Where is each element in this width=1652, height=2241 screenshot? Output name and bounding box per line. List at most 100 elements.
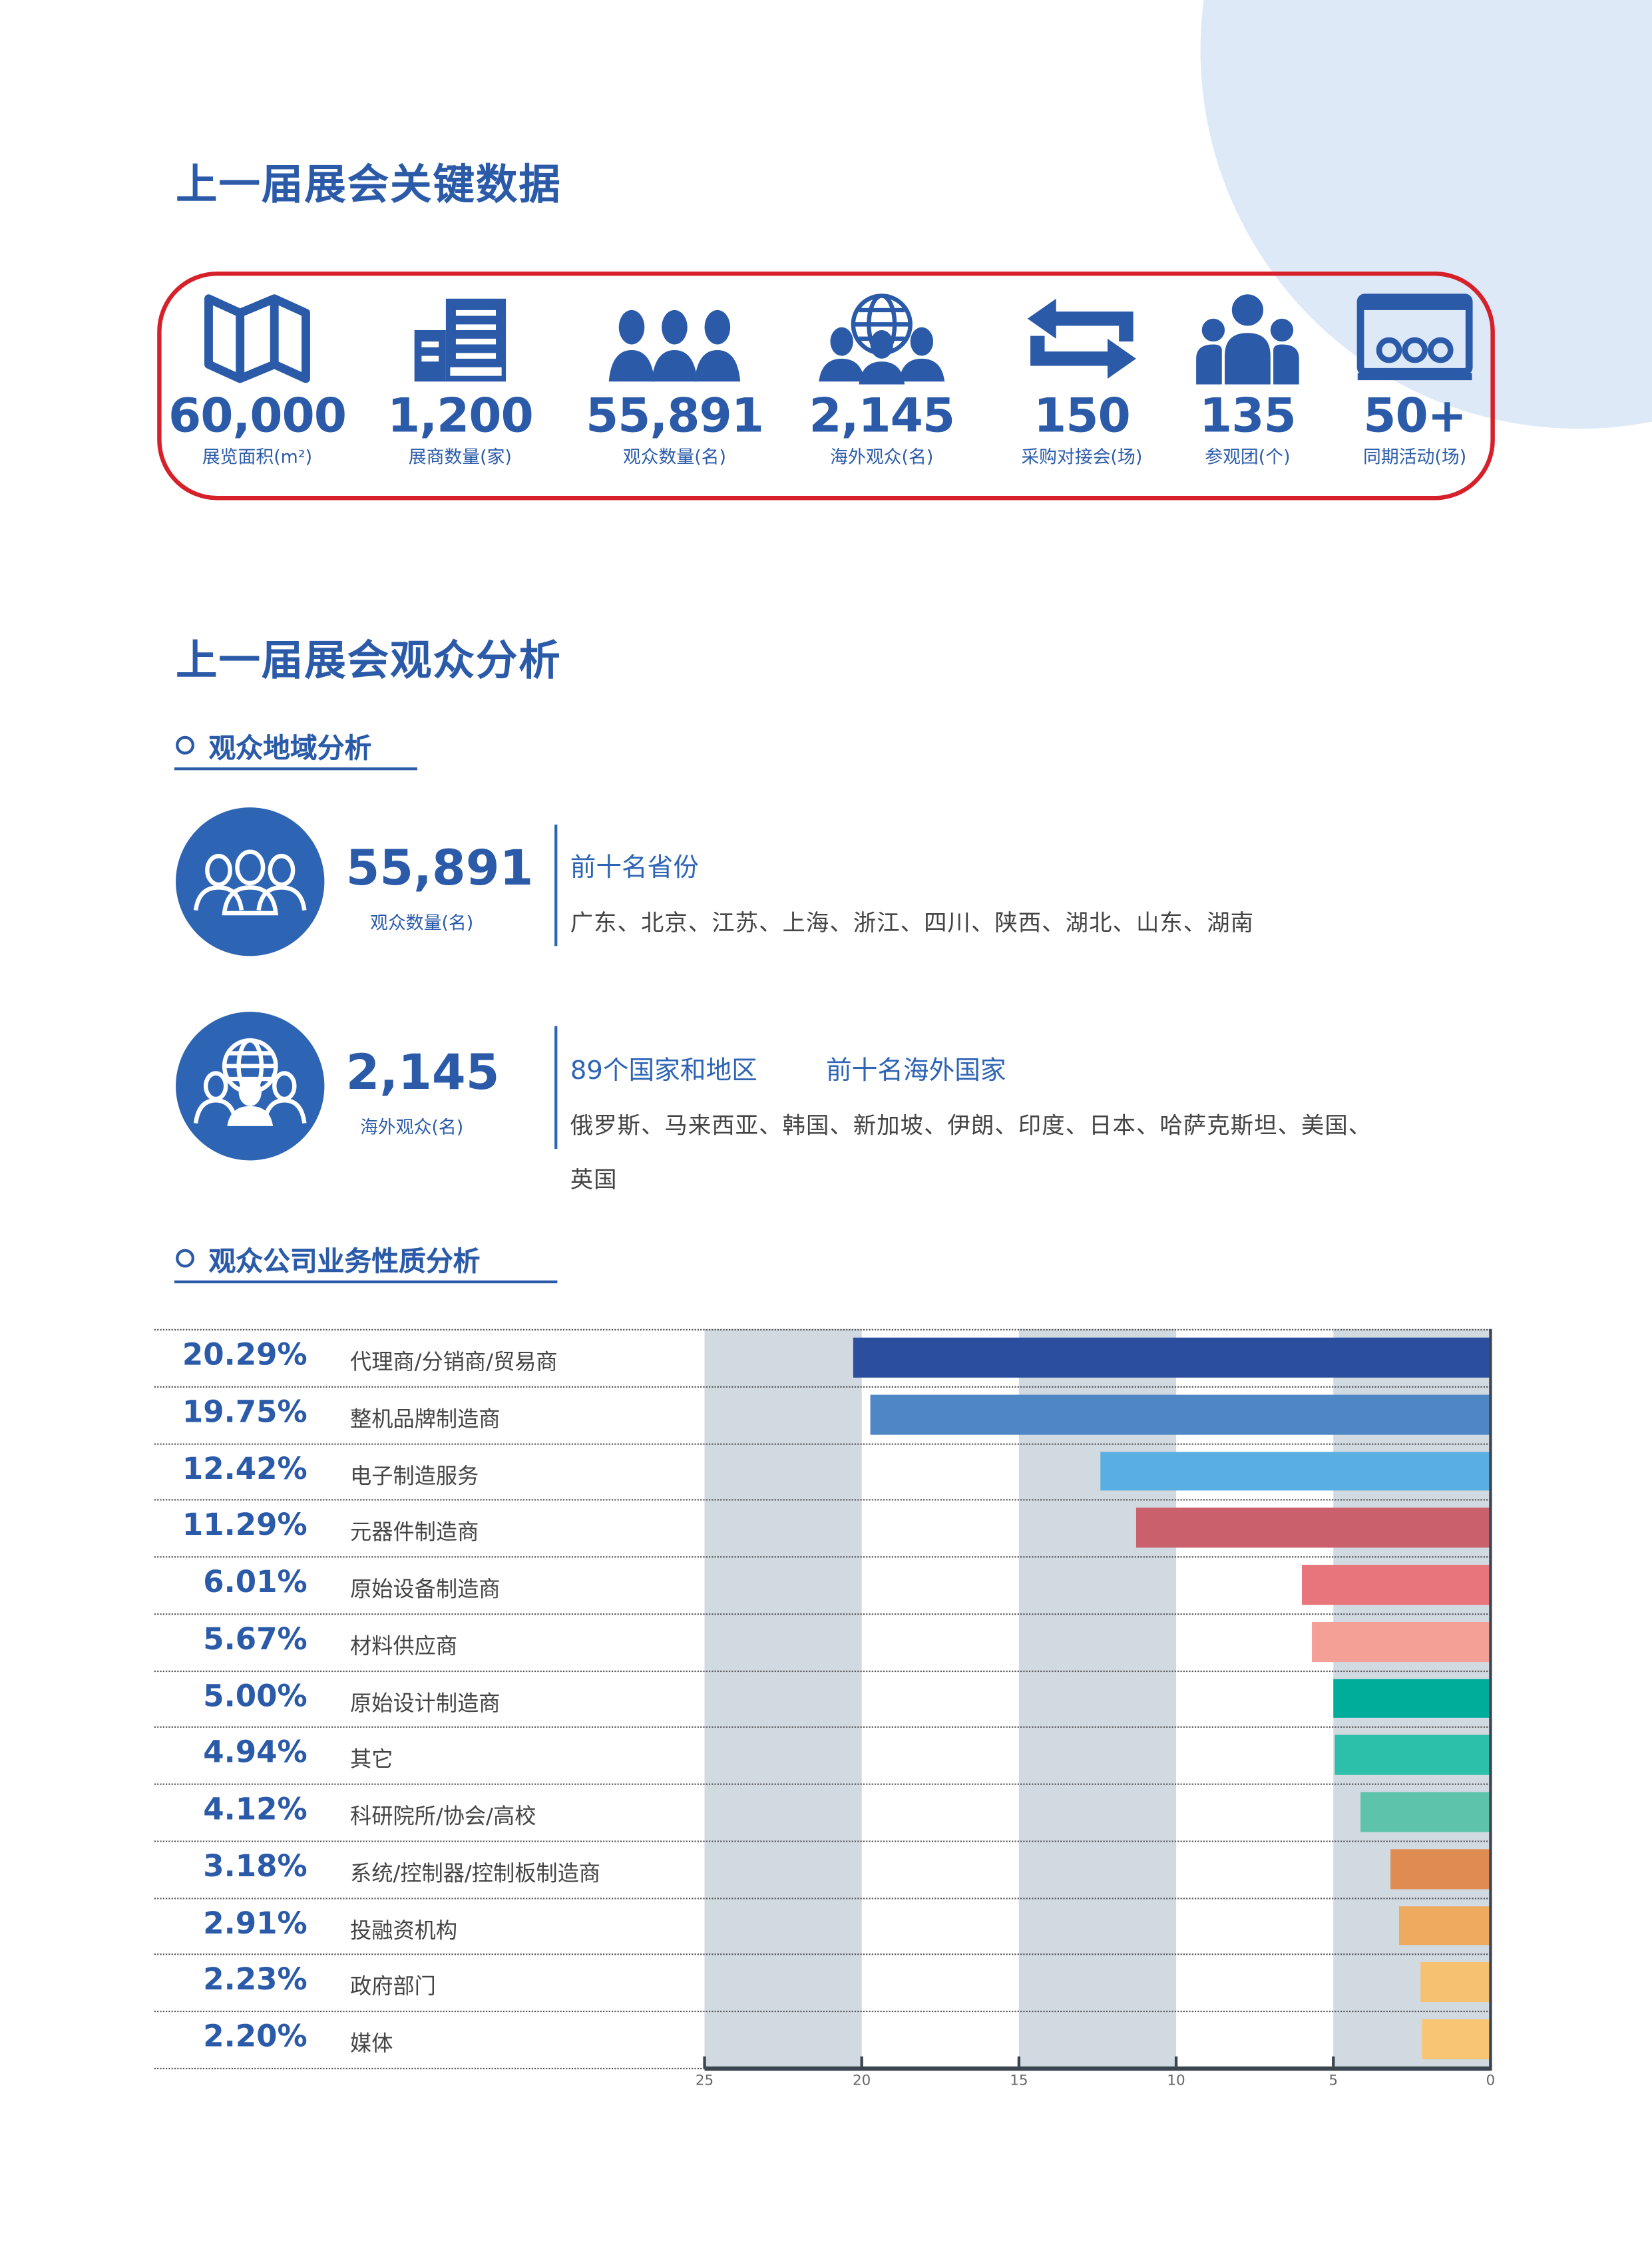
overseas-circle <box>176 1012 325 1161</box>
row-separator <box>154 1727 1491 1729</box>
x-tick-label: 10 <box>1167 2073 1185 2089</box>
bar <box>1333 1678 1491 1719</box>
people-group-icon <box>193 849 307 916</box>
stat-value: 150 <box>1033 387 1131 443</box>
bar <box>1420 1962 1491 2003</box>
category-label: 政府部门 <box>350 1973 436 2000</box>
map-icon <box>204 294 310 383</box>
category-label: 科研院所/协会/高校 <box>350 1803 536 1830</box>
visitors-count: 55,891 <box>345 840 534 898</box>
top-provinces-list: 广东、北京、江苏、上海、浙江、四川、陕西、湖北、山东、湖南 <box>570 909 1255 936</box>
row-separator <box>154 1953 1491 1955</box>
region-subtitle: 观众地域分析 <box>176 727 371 766</box>
x-tick-label: 5 <box>1329 2073 1339 2089</box>
business-subtitle-text: 观众公司业务性质分析 <box>208 1246 481 1278</box>
percent-label: 6.01% <box>203 1565 308 1599</box>
row-separator <box>154 1613 1491 1615</box>
stat-label: 海外观众(名) <box>830 445 934 468</box>
stat-label: 观众数量(名) <box>622 445 726 468</box>
row-separator <box>154 1442 1491 1444</box>
top-countries-list-cont: 英国 <box>570 1166 618 1193</box>
x-tick-label: 25 <box>695 2073 714 2089</box>
subtitle-underline <box>174 767 417 771</box>
category-label: 原始设计制造商 <box>350 1689 501 1716</box>
business-subtitle: 观众公司业务性质分析 <box>176 1241 480 1279</box>
stat-overseas: 2,145 海外观众(名) <box>781 293 982 470</box>
x-tick-mark <box>703 2056 706 2068</box>
region-subtitle-text: 观众地域分析 <box>208 733 372 765</box>
row-separator <box>154 1840 1491 1842</box>
row-separator <box>154 2067 705 2069</box>
delegation-icon <box>1196 294 1299 385</box>
stat-label: 参观团(个) <box>1205 445 1291 468</box>
stat-value: 135 <box>1199 387 1297 443</box>
exchange-arrows-icon <box>1027 298 1136 379</box>
stat-visitors: 55,891 观众数量(名) <box>574 293 775 470</box>
percent-label: 3.18% <box>203 1848 308 1884</box>
bar <box>1312 1621 1491 1662</box>
divider-line <box>554 1026 558 1149</box>
row-separator <box>154 1556 1491 1558</box>
key-data-title: 上一届展会关键数据 <box>176 160 562 209</box>
bar <box>1398 1906 1491 1945</box>
stat-value: 50+ <box>1363 387 1467 443</box>
bar <box>852 1337 1491 1378</box>
row-separator <box>154 1328 1491 1330</box>
category-label: 投融资机构 <box>350 1917 458 1943</box>
category-label: 整机品牌制造商 <box>350 1406 501 1432</box>
x-tick-mark <box>1174 2056 1178 2068</box>
ring-bullet-icon <box>176 1249 195 1268</box>
presentation-audience-icon <box>1356 294 1473 381</box>
countries-count-heading: 89个国家和地区 <box>570 1056 757 1086</box>
percent-label: 2.91% <box>203 1906 308 1940</box>
stat-exhibitors: 1,200 展商数量(家) <box>360 293 560 470</box>
category-label: 元器件制造商 <box>350 1519 479 1545</box>
percent-label: 4.12% <box>203 1792 308 1826</box>
x-tick-mark <box>1017 2056 1021 2068</box>
visitors-circle <box>176 807 325 956</box>
row-separator <box>154 1897 1491 1899</box>
stat-matchmaking: 150 采购对接会(场) <box>982 293 1182 470</box>
globe-people-icon <box>193 1038 307 1126</box>
x-axis-line <box>704 2066 1492 2071</box>
category-label: 电子制造服务 <box>350 1462 479 1489</box>
x-tick-label: 0 <box>1486 2073 1496 2089</box>
y-axis-line <box>1489 1328 1492 2068</box>
stat-delegations: 135 参观团(个) <box>1147 293 1348 470</box>
x-tick-mark <box>1489 2056 1492 2068</box>
percent-label: 2.20% <box>203 2019 308 2054</box>
overseas-label: 海外观众(名) <box>360 1116 464 1138</box>
percent-label: 2.23% <box>203 1962 308 1997</box>
category-label: 系统/控制器/控制板制造商 <box>350 1860 601 1886</box>
building-icon <box>414 298 507 382</box>
row-separator <box>154 2010 1491 2013</box>
audience-analysis-title: 上一届展会观众分析 <box>176 636 562 685</box>
percent-label: 4.94% <box>203 1735 308 1770</box>
top-provinces-heading: 前十名省份 <box>570 853 699 883</box>
bar <box>1390 1848 1491 1889</box>
category-label: 原始设备制造商 <box>350 1576 501 1602</box>
stat-events: 50+ 同期活动(场) <box>1315 293 1515 470</box>
visitors-label: 观众数量(名) <box>370 911 474 934</box>
stat-value: 55,891 <box>585 387 764 443</box>
x-tick-label: 15 <box>1010 2073 1028 2089</box>
overseas-count: 2,145 <box>345 1044 500 1102</box>
x-tick-mark <box>1332 2056 1335 2068</box>
key-stats-box <box>157 271 1495 501</box>
bar <box>1301 1565 1491 1605</box>
row-separator <box>154 1783 1491 1785</box>
grid-band <box>704 1328 862 2068</box>
row-separator <box>154 1386 1491 1388</box>
grid-band <box>1018 1328 1177 2068</box>
percent-label: 5.67% <box>203 1621 308 1656</box>
percent-label: 12.42% <box>182 1451 308 1486</box>
stat-value: 60,000 <box>168 387 347 443</box>
category-label: 媒体 <box>350 2031 393 2057</box>
category-label: 材料供应商 <box>350 1633 458 1659</box>
bar <box>869 1394 1491 1434</box>
category-label: 其它 <box>350 1746 393 1772</box>
percent-label: 11.29% <box>182 1508 308 1543</box>
stat-label: 同期活动(场) <box>1363 445 1467 468</box>
ring-bullet-icon <box>176 735 195 755</box>
bar <box>1136 1508 1491 1548</box>
